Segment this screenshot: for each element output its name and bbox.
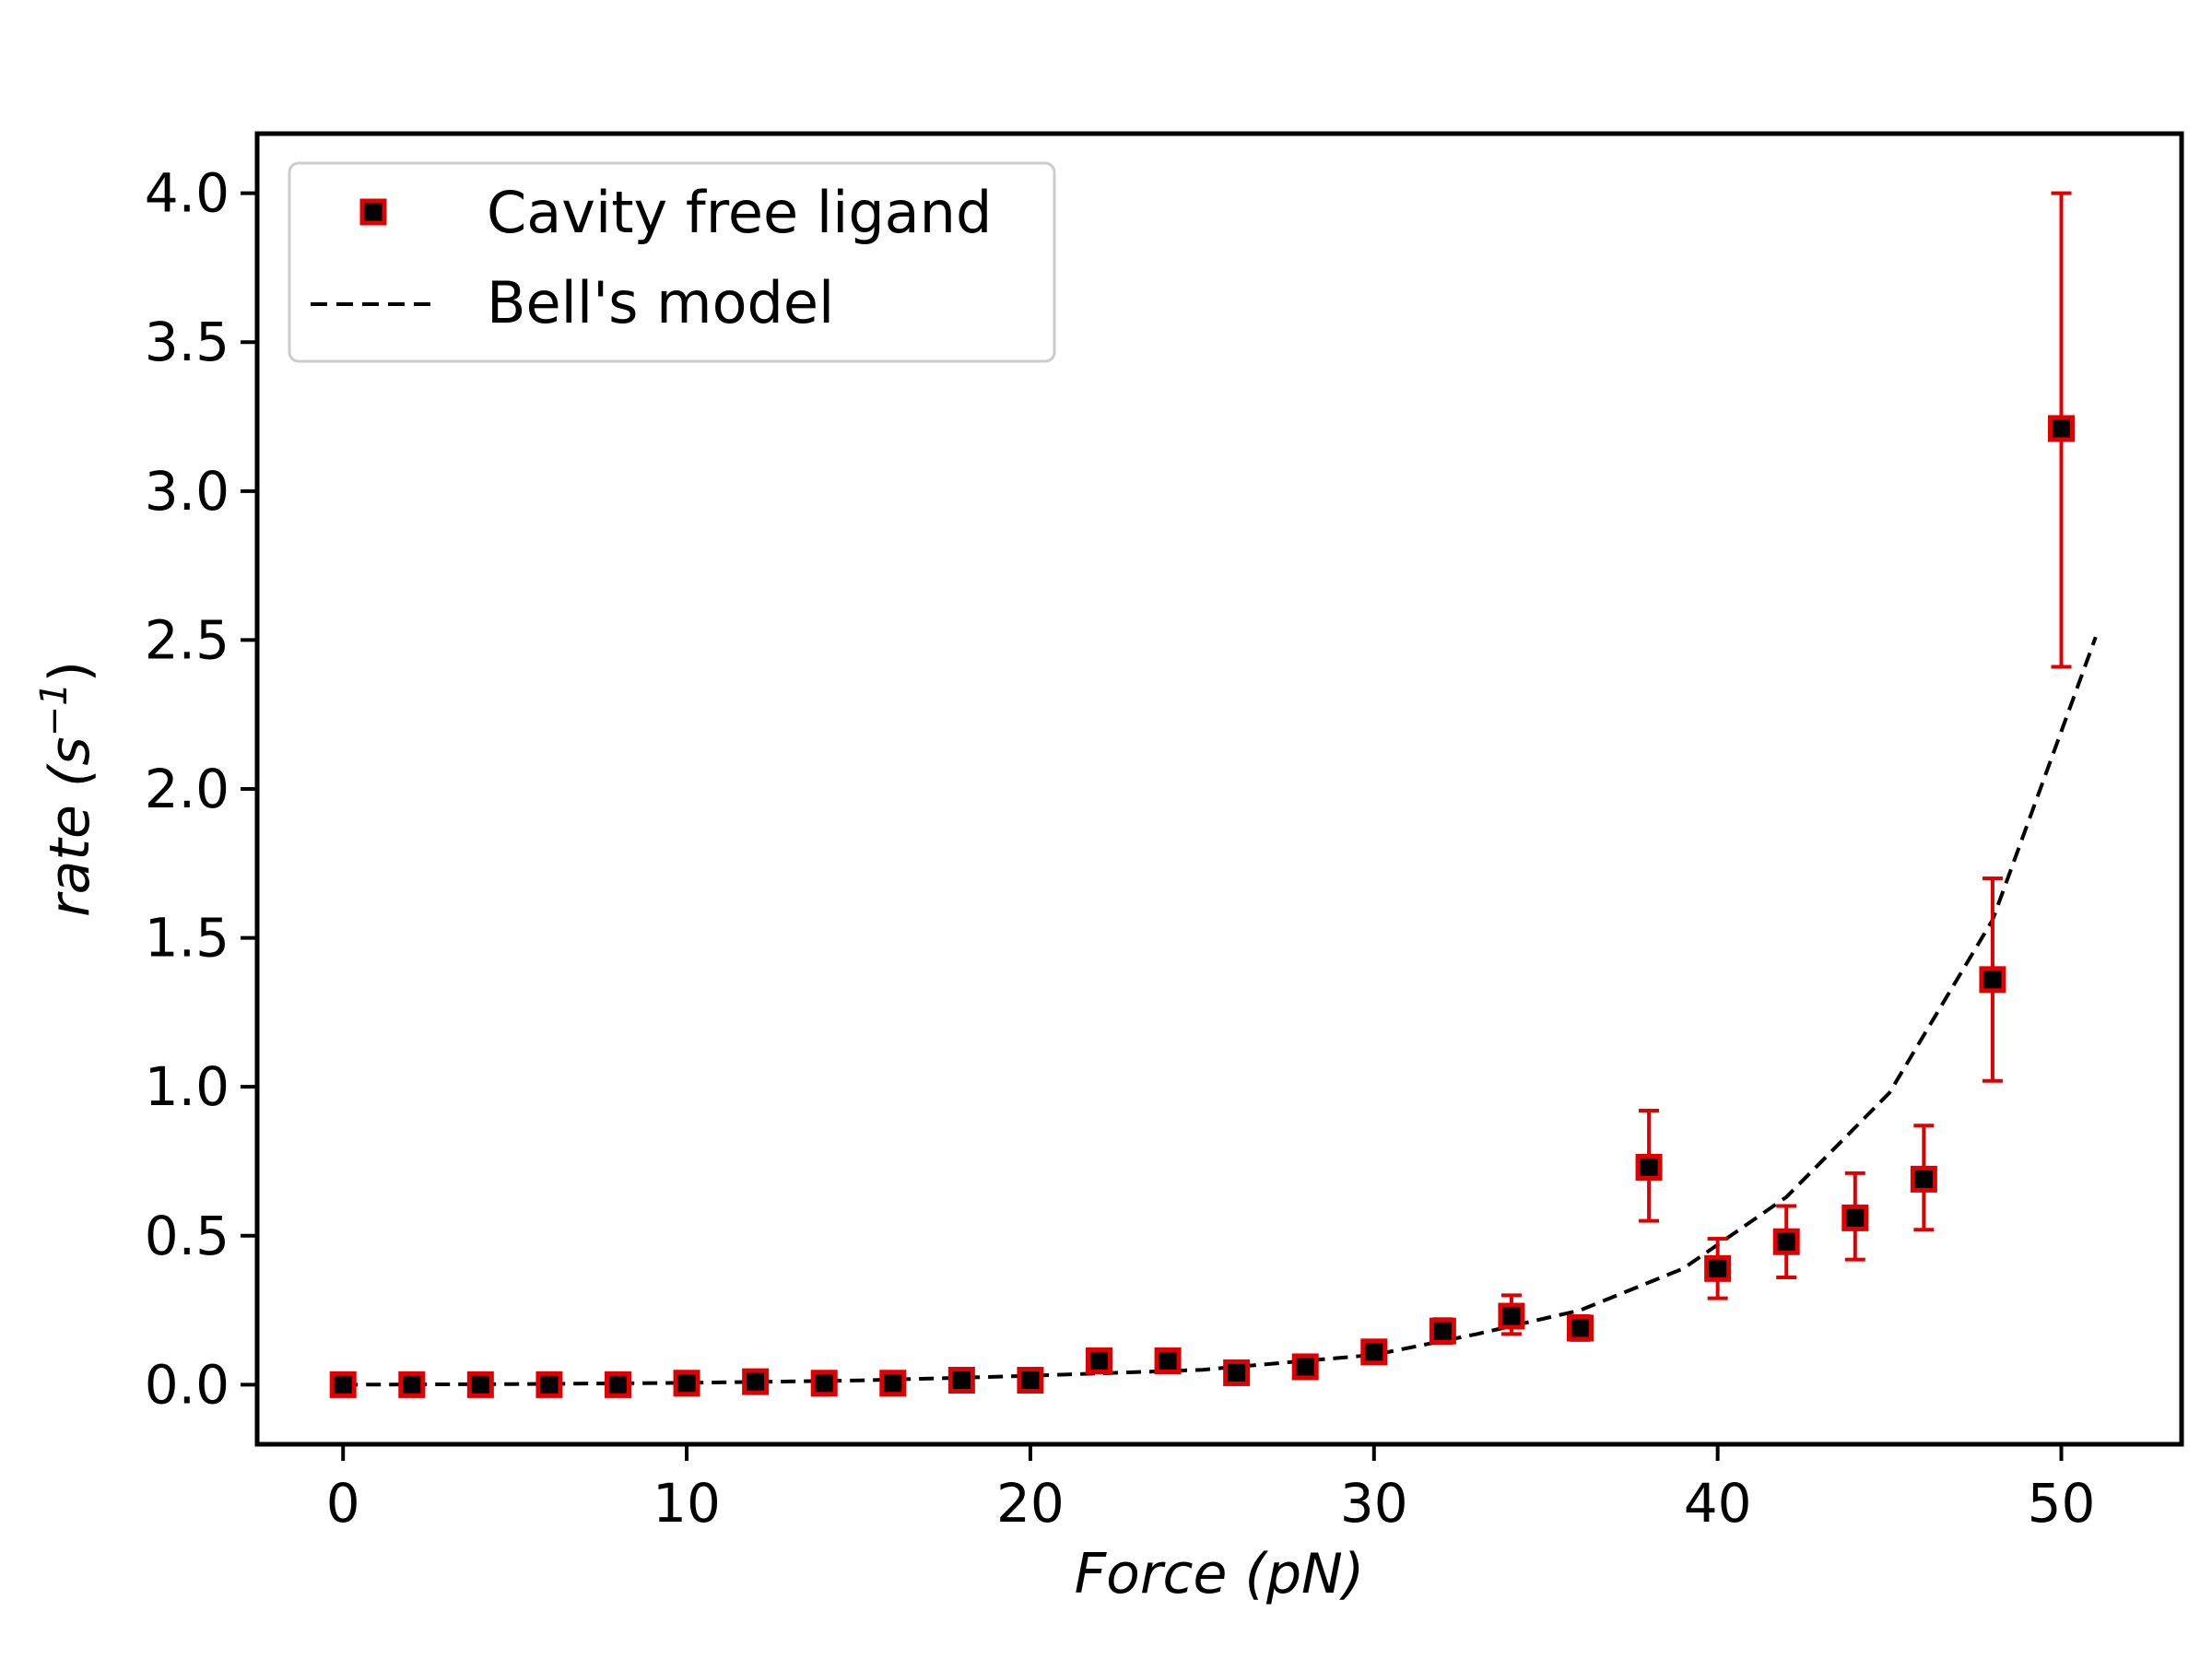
y-tick-label: 0.0: [145, 1353, 229, 1416]
y-axis-label-exponent: −1: [33, 682, 76, 736]
data-point-marker: [329, 1371, 357, 1398]
y-tick-label: 2.0: [145, 758, 229, 820]
y-axis: 0.0 0.5 1.0 1.5 2.0 2.5 3.0 3.5 4.0: [145, 162, 257, 1416]
y-tick-label: 2.5: [145, 608, 229, 671]
legend-marker-square: [359, 198, 387, 226]
data-point-marker: [1291, 1353, 1319, 1381]
x-axis: 0 10 20 30 40 50: [326, 1444, 2096, 1535]
y-tick-label: 1.5: [145, 907, 229, 970]
data-point-marker: [1567, 1314, 1594, 1342]
x-tick-label: 10: [653, 1472, 721, 1535]
data-point-marker: [1498, 1302, 1525, 1330]
x-tick-label: 0: [326, 1472, 360, 1535]
data-point-marker: [605, 1371, 631, 1398]
data-point-marker: [466, 1371, 494, 1398]
data-point-marker: [1772, 1228, 1800, 1255]
plot-area: [329, 191, 2098, 1398]
data-point-marker: [535, 1371, 563, 1398]
data-point-marker: [1635, 1153, 1663, 1181]
y-tick-label: 1.0: [145, 1055, 229, 1118]
data-point-marker: [673, 1370, 700, 1397]
x-tick-label: 30: [1340, 1472, 1408, 1535]
data-point-marker: [2048, 415, 2075, 442]
data-point-marker: [742, 1368, 770, 1395]
data-point-marker: [810, 1370, 838, 1397]
data-point-marker: [1086, 1347, 1112, 1375]
y-tick-label: 4.0: [145, 162, 229, 225]
data-point-marker: [1979, 966, 2006, 994]
data-point-marker: [1017, 1367, 1044, 1394]
data-point-marker: [1841, 1204, 1869, 1231]
data-point-marker: [879, 1370, 907, 1397]
legend-label-cavity-free-ligand: Cavity free ligand: [487, 179, 992, 246]
data-point-marker: [1910, 1165, 1937, 1193]
y-axis-label: rate (s−1): [33, 661, 102, 917]
data-point-marker: [1360, 1338, 1388, 1366]
data-point-marker: [1704, 1254, 1732, 1282]
bells-model-curve: [343, 636, 2098, 1387]
legend-label-bells-model: Bell's model: [487, 269, 834, 336]
data-point-marker: [1223, 1359, 1251, 1386]
data-point-marker: [1154, 1347, 1182, 1375]
y-tick-label: 0.5: [145, 1205, 229, 1267]
legend: Cavity free ligand Bell's model: [288, 161, 1056, 363]
y-axis-label-close: ): [38, 661, 102, 682]
x-axis-label: Force (pN): [1075, 1542, 1365, 1606]
x-tick-label: 50: [2028, 1472, 2096, 1535]
data-point-marker: [398, 1371, 426, 1398]
data-point-marker: [947, 1367, 975, 1394]
x-tick-label: 40: [1684, 1472, 1752, 1535]
y-axis-label-main: rate (s: [38, 736, 102, 917]
data-point-marker: [1429, 1317, 1456, 1345]
y-tick-label: 3.5: [145, 311, 229, 373]
y-tick-label: 3.0: [145, 460, 229, 523]
legend-box: [288, 161, 1056, 363]
x-tick-label: 20: [996, 1472, 1065, 1535]
